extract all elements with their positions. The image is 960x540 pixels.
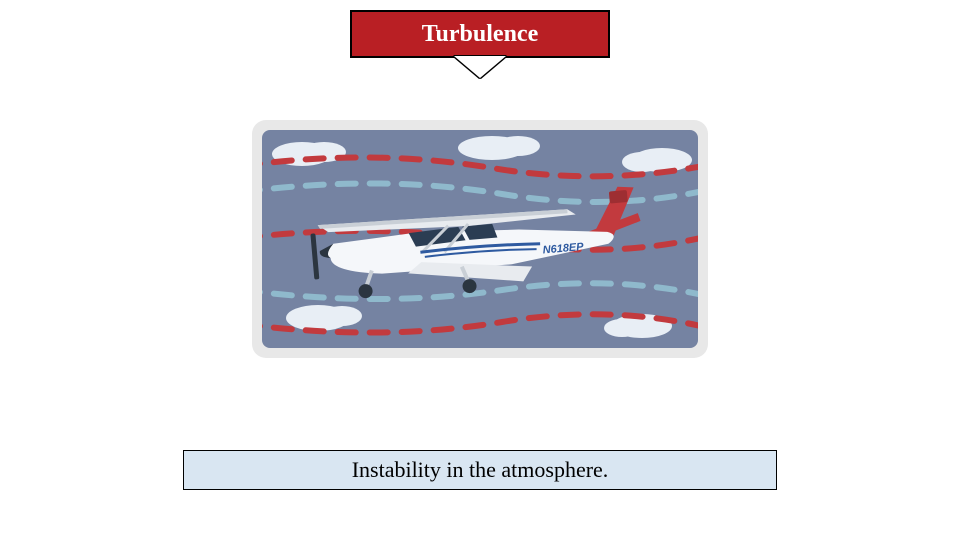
illustration-frame: N618EP (252, 120, 708, 358)
title-banner: Turbulence (350, 10, 610, 58)
title-text: Turbulence (422, 21, 538, 48)
turbulence-illustration-icon: N618EP (262, 130, 698, 348)
illustration-sky: N618EP (262, 130, 698, 348)
aircraft-registration: N618EP (542, 241, 585, 257)
caption-text: Instability in the atmosphere. (352, 457, 609, 483)
title-pointer-icon (454, 56, 506, 78)
caption-box: Instability in the atmosphere. (183, 450, 777, 490)
